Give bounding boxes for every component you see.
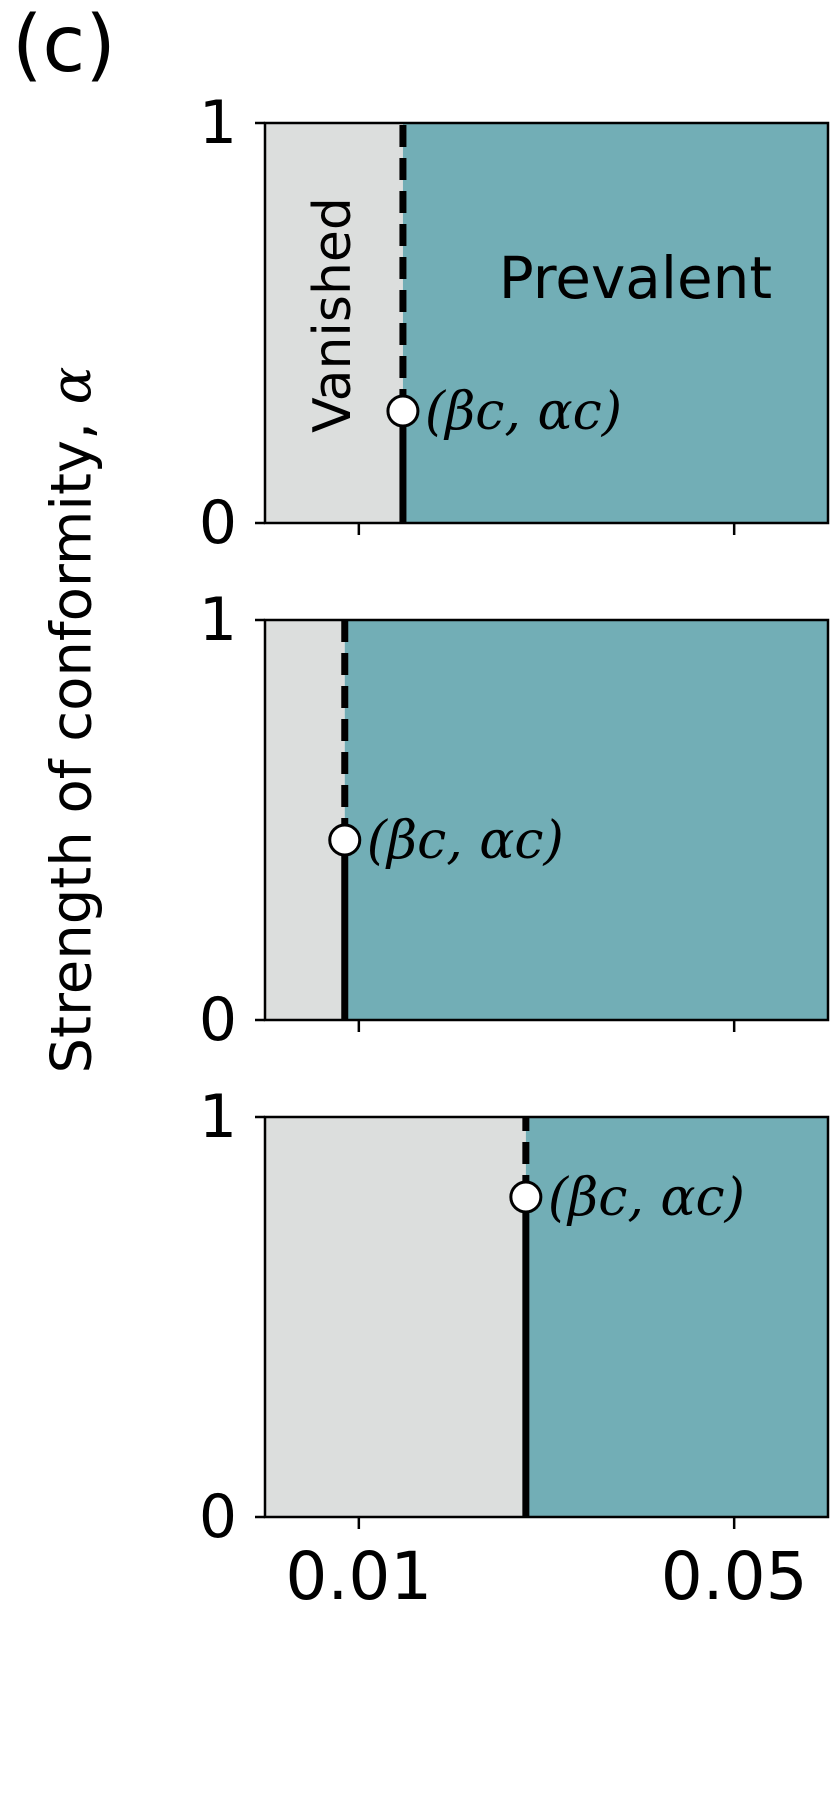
- panel-3-prevalent-region: [525, 1117, 828, 1517]
- panel-1-y-tick-label-1: 1: [199, 88, 237, 158]
- panel-3-y-tick-label-0: 0: [199, 1482, 237, 1552]
- panel-3-frame: [263, 1115, 830, 1519]
- panel-1-critical-point-label: (βc, αc): [425, 382, 622, 442]
- panel-label: (c): [12, 0, 116, 90]
- panel-1-prevalent-region: [402, 123, 828, 523]
- panel-2-y-tick-label-1: 1: [199, 585, 237, 655]
- panel-1-y-tick-label-0: 0: [199, 488, 237, 558]
- panel-2-frame: [263, 618, 830, 1022]
- panel-2-y-tick-label-0: 0: [199, 985, 237, 1055]
- panel-3-critical-point-label: (βc, αc): [548, 1168, 745, 1228]
- panel-2-critical-point-label: (βc, αc): [367, 811, 564, 871]
- panel-1-vanished-region: [265, 123, 403, 523]
- panel-3-critical-point-marker: [509, 1180, 543, 1214]
- panel-2-prevalent-region: [344, 620, 828, 1020]
- panel-1-vanished-label: Vanished: [303, 197, 363, 433]
- panel-2-vanished-region: [265, 620, 345, 1020]
- panel-3-x-tick-label-0.05: 0.05: [661, 1538, 808, 1615]
- panel-3-x-tick-label-0.01: 0.01: [285, 1538, 432, 1615]
- panel-2-critical-point-marker: [328, 823, 362, 857]
- panel-1-prevalent-label: Prevalent: [499, 244, 772, 312]
- panel-1-critical-point-marker: [386, 394, 420, 428]
- panel-1-frame: [263, 121, 830, 525]
- panel-3-y-tick-label-1: 1: [199, 1082, 237, 1152]
- panel-3-vanished-region: [265, 1117, 526, 1517]
